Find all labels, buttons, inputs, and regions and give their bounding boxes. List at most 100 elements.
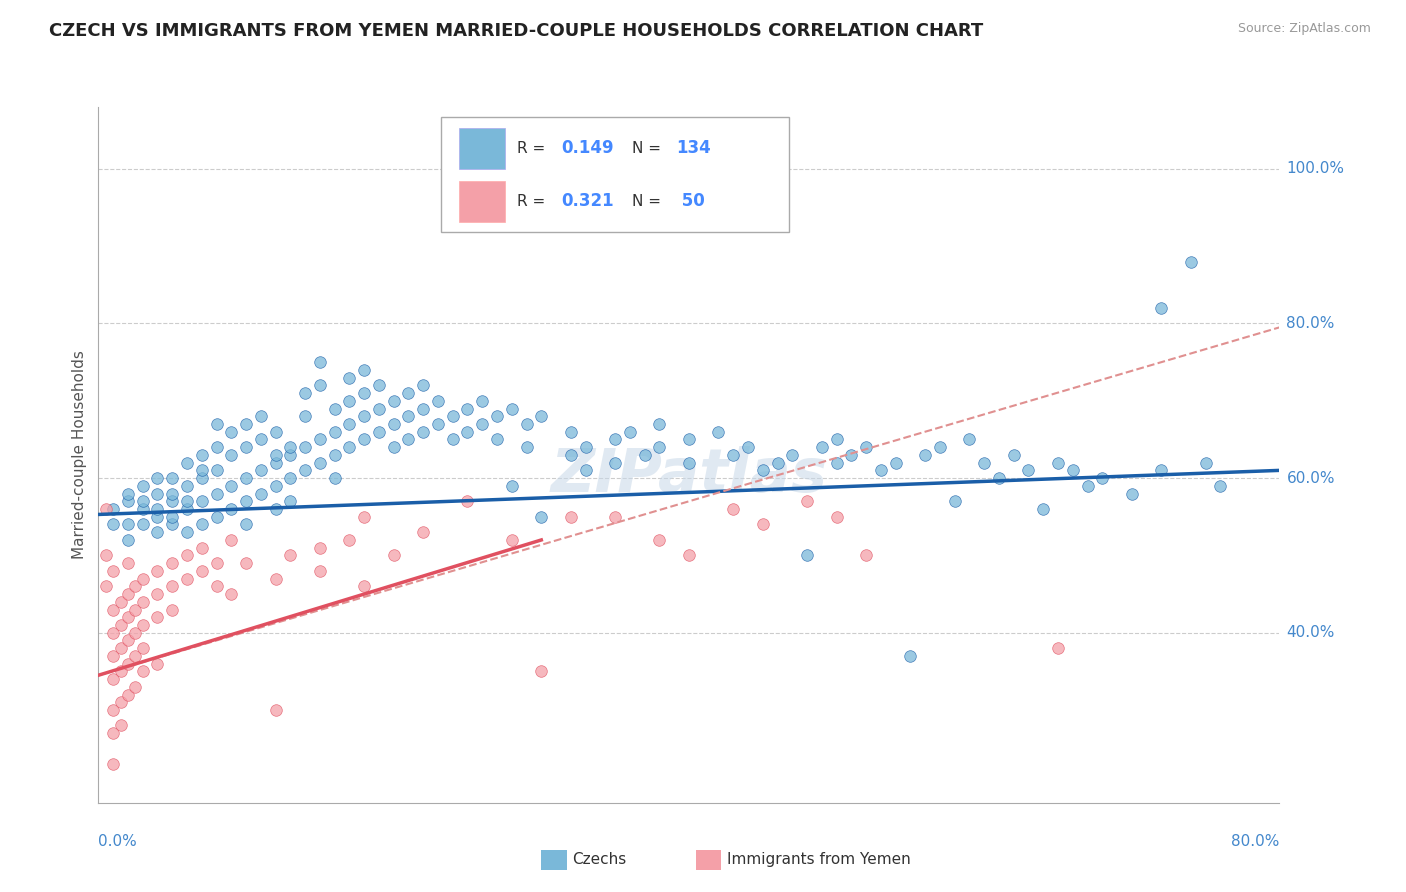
- Text: 0.0%: 0.0%: [98, 834, 138, 848]
- Point: [219, 533, 242, 547]
- Point: [278, 494, 302, 508]
- Point: [959, 433, 981, 447]
- Point: [162, 602, 183, 616]
- Text: Czechs: Czechs: [572, 853, 627, 867]
- Point: [132, 502, 155, 516]
- Point: [530, 409, 553, 424]
- Point: [678, 201, 700, 215]
- Point: [278, 448, 302, 462]
- Point: [353, 363, 375, 377]
- Point: [368, 425, 391, 439]
- Point: [94, 579, 117, 593]
- Point: [1046, 641, 1069, 656]
- Point: [110, 718, 132, 732]
- Point: [191, 471, 214, 485]
- Point: [501, 533, 523, 547]
- Point: [146, 525, 169, 540]
- Point: [117, 688, 139, 702]
- Point: [427, 417, 450, 431]
- FancyBboxPatch shape: [458, 181, 505, 222]
- Point: [205, 417, 228, 431]
- Point: [117, 657, 139, 671]
- Point: [132, 641, 155, 656]
- Point: [191, 494, 214, 508]
- Point: [205, 509, 228, 524]
- Point: [124, 625, 146, 640]
- Point: [337, 533, 360, 547]
- Point: [176, 502, 198, 516]
- Text: 100.0%: 100.0%: [1286, 161, 1344, 177]
- Point: [412, 378, 434, 392]
- Point: [855, 549, 877, 563]
- Point: [796, 549, 818, 563]
- Point: [648, 417, 671, 431]
- Point: [103, 648, 125, 663]
- Point: [1017, 463, 1039, 477]
- Point: [412, 401, 434, 416]
- Point: [117, 633, 139, 648]
- Point: [176, 572, 198, 586]
- Point: [309, 541, 332, 555]
- Point: [825, 433, 848, 447]
- Point: [94, 502, 117, 516]
- Text: 0.321: 0.321: [561, 193, 614, 211]
- Point: [1209, 479, 1232, 493]
- Point: [515, 417, 537, 431]
- Point: [117, 533, 139, 547]
- Point: [162, 556, 183, 570]
- Point: [337, 370, 360, 384]
- Point: [382, 549, 405, 563]
- Point: [309, 355, 332, 369]
- Point: [117, 517, 139, 532]
- Point: [1062, 463, 1084, 477]
- Point: [110, 695, 132, 709]
- Point: [914, 448, 936, 462]
- Point: [235, 556, 257, 570]
- Point: [530, 665, 553, 679]
- FancyBboxPatch shape: [458, 128, 505, 169]
- Point: [146, 587, 169, 601]
- Point: [574, 440, 596, 454]
- Point: [412, 525, 434, 540]
- Point: [605, 433, 627, 447]
- Point: [427, 393, 450, 408]
- Point: [1032, 502, 1054, 516]
- Point: [294, 440, 316, 454]
- Point: [162, 517, 183, 532]
- Point: [235, 494, 257, 508]
- Point: [323, 471, 346, 485]
- Point: [501, 401, 523, 416]
- Point: [382, 417, 405, 431]
- Point: [810, 440, 832, 454]
- Point: [264, 703, 287, 717]
- Point: [219, 448, 242, 462]
- Point: [235, 440, 257, 454]
- Point: [456, 401, 478, 416]
- Point: [501, 479, 523, 493]
- Point: [176, 494, 198, 508]
- Point: [309, 433, 332, 447]
- Point: [103, 703, 125, 717]
- Point: [103, 757, 125, 772]
- Point: [235, 471, 257, 485]
- Point: [250, 486, 273, 500]
- Point: [560, 509, 582, 524]
- Point: [264, 448, 287, 462]
- Point: [751, 517, 773, 532]
- Point: [117, 556, 139, 570]
- Text: CZECH VS IMMIGRANTS FROM YEMEN MARRIED-COUPLE HOUSEHOLDS CORRELATION CHART: CZECH VS IMMIGRANTS FROM YEMEN MARRIED-C…: [49, 22, 983, 40]
- Point: [515, 440, 537, 454]
- Point: [382, 440, 405, 454]
- Point: [132, 665, 155, 679]
- Point: [124, 579, 146, 593]
- Point: [678, 433, 700, 447]
- Point: [162, 579, 183, 593]
- Point: [337, 393, 360, 408]
- Point: [353, 509, 375, 524]
- Point: [162, 509, 183, 524]
- Point: [825, 509, 848, 524]
- Point: [191, 517, 214, 532]
- Point: [1002, 448, 1025, 462]
- Point: [396, 433, 419, 447]
- Point: [751, 463, 773, 477]
